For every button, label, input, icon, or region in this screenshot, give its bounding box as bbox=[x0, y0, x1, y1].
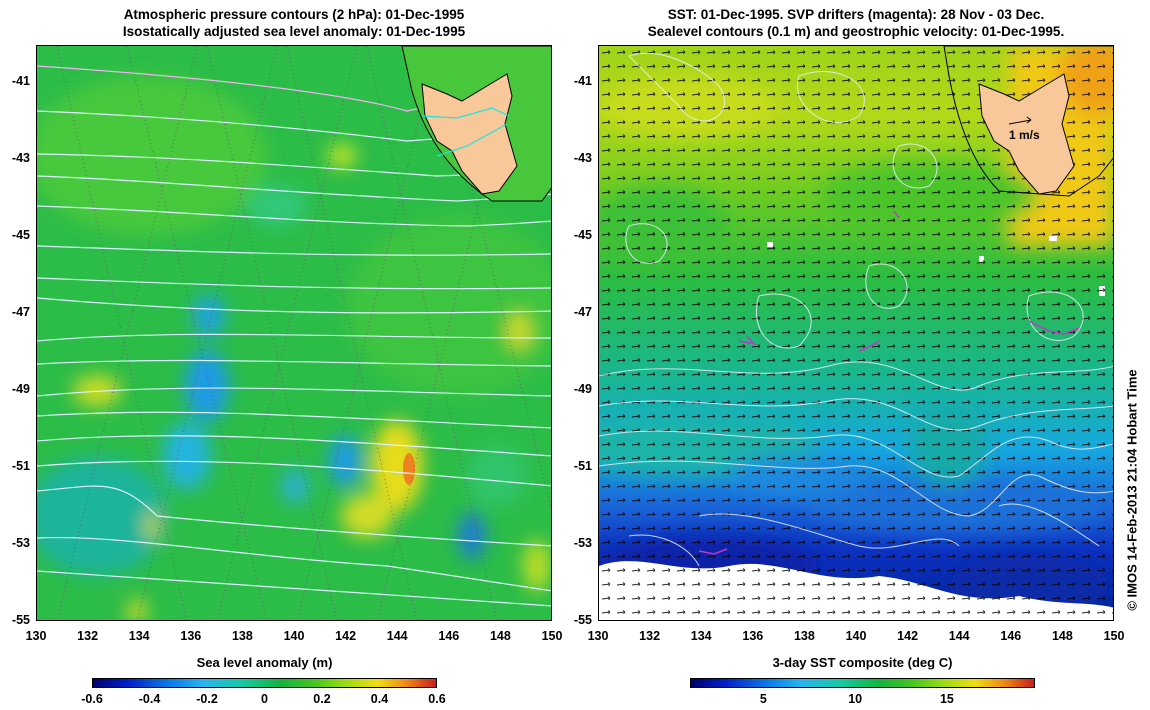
sla-peak bbox=[403, 453, 415, 485]
left-lat-tick: -49 bbox=[11, 381, 30, 396]
left-colorbar-tick: -0.4 bbox=[138, 692, 161, 706]
left-lon-tick: 146 bbox=[438, 629, 460, 643]
right-lat-tick: -41 bbox=[573, 73, 592, 88]
left-lon-tick: 150 bbox=[541, 629, 563, 643]
tasmania-landmass bbox=[421, 73, 518, 195]
right-colorbar-label: 3-day SST composite (deg C) bbox=[772, 655, 953, 670]
right-lon-tick: 134 bbox=[690, 629, 712, 643]
velocity-scale-label: 1 m/s bbox=[1009, 128, 1040, 142]
left-lat-tick: -53 bbox=[11, 535, 30, 550]
sst-map-canvas: 1 m/s bbox=[599, 46, 1113, 620]
land-contour-2 bbox=[436, 123, 508, 157]
sla-map-canvas bbox=[37, 46, 551, 620]
right-lat-tick: -47 bbox=[573, 304, 592, 319]
left-lat-tick: -55 bbox=[11, 613, 30, 627]
right-lon-tick: 142 bbox=[897, 629, 919, 643]
right-map-title: SST: 01-Dec-1995. SVP drifters (magenta)… bbox=[598, 6, 1114, 40]
right-title-line1: SST: 01-Dec-1995. SVP drifters (magenta)… bbox=[667, 7, 1045, 22]
copyright-notice: © IMOS 14-Feb-2013 21:04 Hobart Time bbox=[1124, 369, 1140, 611]
right-lat-tick: -45 bbox=[573, 227, 592, 242]
left-colorbar-tick: 0.4 bbox=[370, 692, 389, 706]
left-lat-tick: -51 bbox=[11, 458, 30, 473]
sea-level-colorbar bbox=[92, 678, 437, 688]
sea-level-anomaly-map[interactable] bbox=[36, 45, 552, 621]
shelf-contour bbox=[943, 46, 1113, 197]
sla-field bbox=[37, 76, 551, 620]
right-lat-tick: -51 bbox=[573, 458, 592, 473]
sealevel-contours bbox=[599, 52, 1113, 567]
svp-drifters bbox=[698, 210, 1080, 555]
right-lat-tick: -43 bbox=[573, 150, 592, 165]
right-colorbar-tick: 5 bbox=[759, 692, 767, 706]
land-contour bbox=[421, 107, 510, 119]
sst-colorbar bbox=[690, 678, 1035, 688]
right-lat-tick: -55 bbox=[573, 613, 592, 627]
velocity-scale: 1 m/s bbox=[1008, 116, 1040, 142]
right-lon-tick: 132 bbox=[639, 629, 661, 643]
left-colorbar-tick: -0.2 bbox=[196, 692, 218, 706]
right-lon-tick: 148 bbox=[1051, 629, 1073, 643]
left-title-line2: Isostatically adjusted sea level anomaly… bbox=[122, 24, 466, 39]
right-title-line2: Sealevel contours (0.1 m) and geostrophi… bbox=[647, 24, 1065, 39]
left-lon-tick: 148 bbox=[489, 629, 511, 643]
left-lon-tick: 132 bbox=[77, 629, 99, 643]
tasmania-landmass bbox=[978, 73, 1075, 195]
left-lon-tick: 140 bbox=[283, 629, 305, 643]
left-map-title: Atmospheric pressure contours (2 hPa): 0… bbox=[36, 6, 552, 40]
left-lat-tick: -43 bbox=[11, 150, 30, 165]
left-lon-tick: 144 bbox=[386, 629, 408, 643]
left-lon-tick: 138 bbox=[231, 629, 253, 643]
sst-map[interactable]: 1 m/s bbox=[598, 45, 1114, 621]
left-lon-tick: 142 bbox=[335, 629, 357, 643]
right-lat-tick: -49 bbox=[573, 381, 592, 396]
left-lon-tick: 136 bbox=[180, 629, 202, 643]
left-colorbar-label: Sea level anomaly (m) bbox=[196, 655, 333, 670]
left-colorbar-tick: 0.6 bbox=[428, 692, 446, 706]
left-colorbar-tick: -0.6 bbox=[81, 692, 103, 706]
left-lon-tick: 130 bbox=[25, 629, 47, 643]
left-colorbar-tick: 0 bbox=[261, 692, 268, 706]
right-colorbar-tick: 10 bbox=[848, 692, 863, 706]
right-lat-tick: -53 bbox=[573, 535, 592, 550]
right-lon-tick: 130 bbox=[587, 629, 609, 643]
right-lon-tick: 136 bbox=[742, 629, 764, 643]
left-lon-tick: 134 bbox=[128, 629, 150, 643]
right-lon-tick: 140 bbox=[845, 629, 867, 643]
left-lat-tick: -45 bbox=[11, 227, 30, 242]
right-lon-tick: 150 bbox=[1103, 629, 1125, 643]
left-lat-tick: -47 bbox=[11, 304, 30, 319]
left-lat-tick: -41 bbox=[11, 73, 30, 88]
right-lon-tick: 138 bbox=[793, 629, 815, 643]
left-title-line1: Atmospheric pressure contours (2 hPa): 0… bbox=[123, 7, 465, 22]
right-lon-tick: 146 bbox=[1000, 629, 1022, 643]
right-lon-tick: 144 bbox=[948, 629, 970, 643]
right-colorbar-tick: 15 bbox=[939, 692, 954, 706]
left-colorbar-tick: 0.2 bbox=[313, 692, 331, 706]
